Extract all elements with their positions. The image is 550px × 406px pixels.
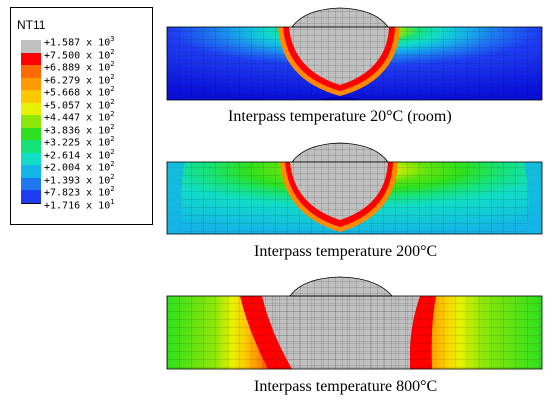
caption-200c: Interpass temperature 200°C <box>254 243 438 260</box>
legend-value: +2.614 x 102 <box>44 147 115 161</box>
legend-entry: +2.004 x 102 <box>21 160 149 178</box>
legend-swatch <box>21 115 41 128</box>
legend-swatch <box>21 90 41 103</box>
legend-entry: +6.279 x 102 <box>21 73 149 90</box>
legend-entry: +1.393 x 102 <box>21 173 149 190</box>
legend-swatch <box>21 165 41 178</box>
legend-entry: +6.889 x 102 <box>21 60 149 78</box>
panel-800c-contour <box>166 276 543 370</box>
legend-value: +2.004 x 102 <box>44 160 115 174</box>
legend-value: +3.225 x 102 <box>44 135 115 149</box>
legend-swatch <box>21 152 41 165</box>
panel-20c-contour <box>166 7 543 101</box>
legend-swatch <box>21 140 41 153</box>
legend-entry: +1.587 x 103 <box>21 35 149 53</box>
panel-200c-contour <box>166 142 543 235</box>
legend-swatch <box>21 190 41 203</box>
legend-end-tick <box>21 202 41 204</box>
legend-entry: +7.823 x 102 <box>21 185 149 203</box>
legend-value: +7.823 x 102 <box>44 185 115 199</box>
legend-entry: +7.500 x 102 <box>21 48 149 65</box>
legend-value: +4.447 x 102 <box>44 110 115 124</box>
legend-entry: +2.614 x 102 <box>21 148 149 165</box>
legend-swatch <box>21 52 41 65</box>
legend-value: +5.057 x 102 <box>44 97 115 111</box>
legend-value: +1.393 x 102 <box>44 172 115 186</box>
legend-swatch <box>21 77 41 90</box>
legend-swatch <box>21 40 41 53</box>
legend-swatch <box>21 65 41 78</box>
legend-value: +1.716 x 101 <box>44 197 115 211</box>
legend-value: +3.836 x 102 <box>44 122 115 136</box>
legend-value: +7.500 x 102 <box>44 47 115 61</box>
legend-title: NT11 <box>17 18 46 32</box>
legend-value: +1.587 x 103 <box>44 35 115 49</box>
legend-entry: +1.716 x 101 <box>21 198 149 216</box>
caption-800c: Interpass temperature 800°C <box>254 378 438 395</box>
legend-value: +6.889 x 102 <box>44 60 115 74</box>
contour-legend: NT11 +1.587 x 103 +7.500 x 102 +6.889 x 10… <box>10 7 153 225</box>
legend-entry: +4.447 x 102 <box>21 110 149 128</box>
legend-swatch <box>21 102 41 115</box>
caption-20c: Interpass temperature 20°C (room) <box>228 108 452 125</box>
legend-entry: +3.836 x 102 <box>21 123 149 140</box>
legend-entry: +5.668 x 102 <box>21 85 149 103</box>
legend-entry: +3.225 x 102 <box>21 135 149 153</box>
legend-value: +5.668 x 102 <box>44 85 115 99</box>
legend-swatch <box>21 177 41 190</box>
legend-entry: +5.057 x 102 <box>21 98 149 115</box>
legend-value: +6.279 x 102 <box>44 72 115 86</box>
legend-swatch <box>21 127 41 140</box>
